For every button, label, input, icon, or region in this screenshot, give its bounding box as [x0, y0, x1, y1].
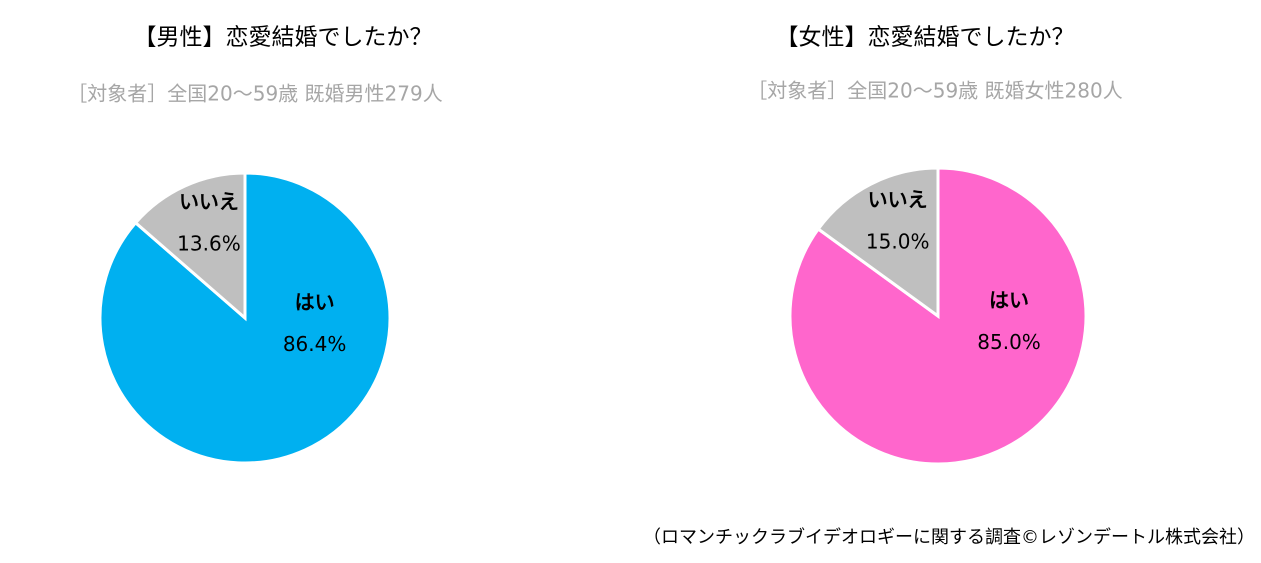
source-note: （ロマンチックラブイデオロギーに関する調査©レゾンデートル株式会社） [643, 526, 1255, 548]
chart-subtitle: ［対象者］全国20～59歳 既婚女性280人 [747, 79, 1122, 103]
chart-subtitle: ［対象者］全国20～59歳 既婚男性279人 [67, 82, 442, 106]
slice-value: 85.0% [977, 330, 1041, 354]
chart-title: 【女性】恋愛結婚でしたか？ [776, 25, 1075, 51]
chart-title: 【男性】恋愛結婚でしたか？ [134, 25, 433, 51]
slice-value: 13.6% [177, 231, 241, 255]
slice-value: 15.0% [866, 229, 930, 253]
slice-label: はい [989, 288, 1029, 312]
slice-label: はい [295, 290, 335, 314]
pie-slice [816, 166, 940, 319]
slice-label: いいえ [179, 189, 239, 213]
pie-slice [133, 171, 247, 322]
slice-value: 86.4% [283, 332, 347, 356]
slice-label: いいえ [868, 187, 928, 211]
